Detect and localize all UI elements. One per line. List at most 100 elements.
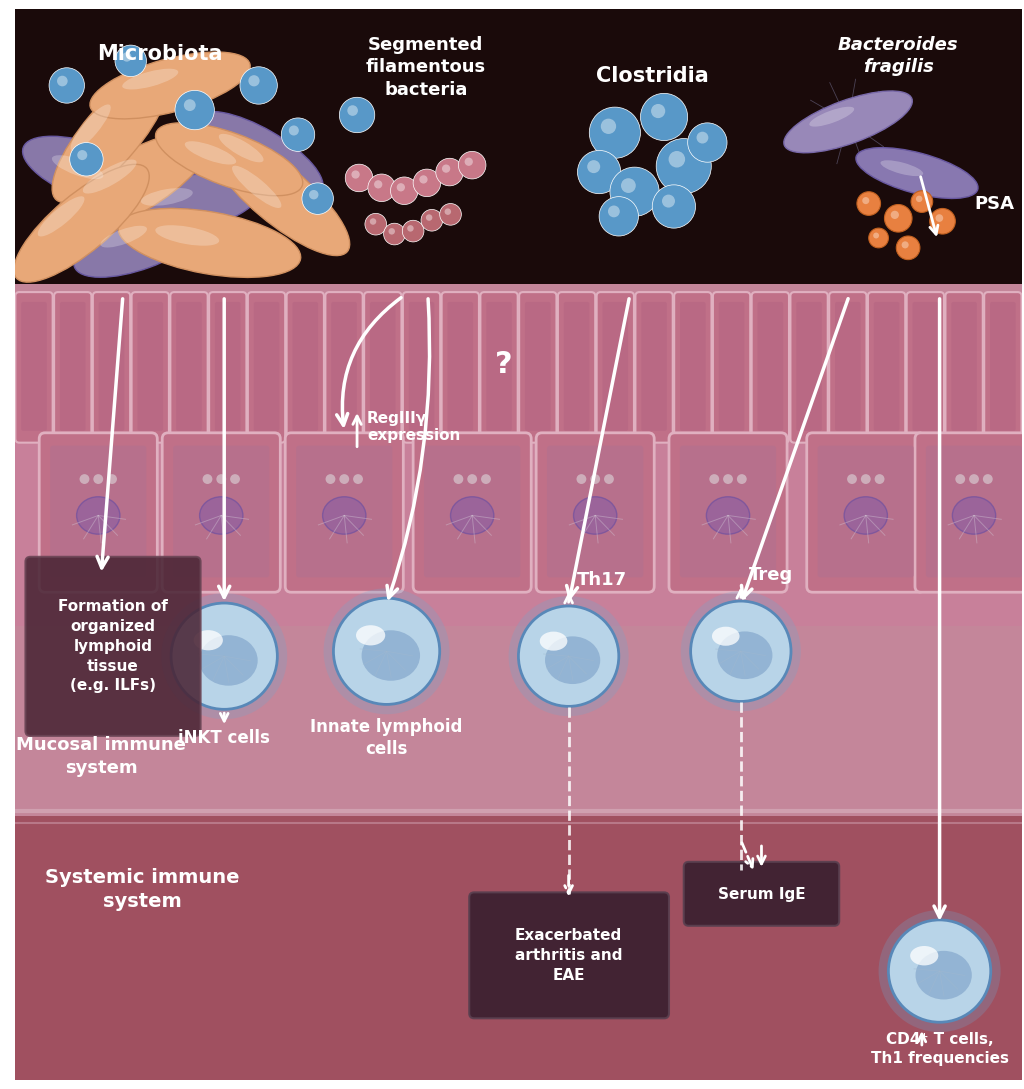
Circle shape xyxy=(901,242,908,248)
FancyBboxPatch shape xyxy=(547,445,643,577)
FancyBboxPatch shape xyxy=(669,432,787,592)
FancyBboxPatch shape xyxy=(286,432,403,592)
Circle shape xyxy=(621,179,636,193)
Ellipse shape xyxy=(195,111,323,197)
FancyBboxPatch shape xyxy=(752,292,790,442)
Ellipse shape xyxy=(111,173,259,234)
Ellipse shape xyxy=(323,497,366,535)
FancyBboxPatch shape xyxy=(215,302,241,431)
Circle shape xyxy=(171,603,278,709)
Circle shape xyxy=(690,601,791,701)
Circle shape xyxy=(723,474,733,484)
FancyBboxPatch shape xyxy=(170,292,208,442)
Circle shape xyxy=(339,97,375,133)
Circle shape xyxy=(577,474,587,484)
Ellipse shape xyxy=(540,632,567,650)
Circle shape xyxy=(334,598,439,705)
Ellipse shape xyxy=(13,164,150,282)
Ellipse shape xyxy=(545,636,600,684)
Ellipse shape xyxy=(200,635,258,686)
FancyBboxPatch shape xyxy=(248,292,286,442)
FancyBboxPatch shape xyxy=(26,556,201,736)
Circle shape xyxy=(161,594,287,719)
Ellipse shape xyxy=(451,497,494,535)
FancyBboxPatch shape xyxy=(817,445,914,577)
FancyBboxPatch shape xyxy=(684,861,840,926)
FancyBboxPatch shape xyxy=(54,292,91,442)
Text: Systemic immune
system: Systemic immune system xyxy=(45,868,240,910)
Ellipse shape xyxy=(219,134,263,162)
Circle shape xyxy=(467,474,477,484)
FancyBboxPatch shape xyxy=(912,302,938,431)
Circle shape xyxy=(436,158,463,186)
FancyBboxPatch shape xyxy=(424,445,520,577)
FancyBboxPatch shape xyxy=(441,292,479,442)
FancyBboxPatch shape xyxy=(915,432,1024,592)
FancyBboxPatch shape xyxy=(984,292,1022,442)
Bar xyxy=(14,9,1022,304)
Circle shape xyxy=(309,189,318,199)
Text: Th17: Th17 xyxy=(577,572,627,589)
Circle shape xyxy=(390,178,418,205)
Text: Serum IgE: Serum IgE xyxy=(718,886,805,902)
Circle shape xyxy=(370,218,376,224)
Circle shape xyxy=(230,474,240,484)
Circle shape xyxy=(421,209,442,231)
FancyBboxPatch shape xyxy=(50,445,146,577)
FancyBboxPatch shape xyxy=(365,292,401,442)
Ellipse shape xyxy=(141,188,193,206)
Ellipse shape xyxy=(184,142,237,164)
Circle shape xyxy=(896,236,920,259)
Text: iNKT cells: iNKT cells xyxy=(178,729,270,747)
Circle shape xyxy=(885,205,912,232)
Ellipse shape xyxy=(809,107,854,126)
Circle shape xyxy=(108,474,117,484)
Circle shape xyxy=(936,215,943,222)
FancyBboxPatch shape xyxy=(480,292,518,442)
FancyBboxPatch shape xyxy=(597,292,634,442)
Ellipse shape xyxy=(200,497,243,535)
Circle shape xyxy=(601,119,616,134)
Circle shape xyxy=(459,151,486,179)
Circle shape xyxy=(656,138,712,194)
Text: Treg: Treg xyxy=(749,566,793,585)
Ellipse shape xyxy=(38,196,85,236)
Circle shape xyxy=(891,211,899,219)
FancyBboxPatch shape xyxy=(162,432,281,592)
Circle shape xyxy=(413,169,440,197)
Circle shape xyxy=(184,99,196,111)
FancyBboxPatch shape xyxy=(15,292,52,442)
FancyBboxPatch shape xyxy=(173,445,269,577)
Circle shape xyxy=(481,474,490,484)
FancyBboxPatch shape xyxy=(868,292,905,442)
Circle shape xyxy=(465,158,473,166)
Text: Bacteroides
fragilis: Bacteroides fragilis xyxy=(838,36,958,76)
FancyBboxPatch shape xyxy=(945,292,983,442)
Ellipse shape xyxy=(356,625,385,646)
Ellipse shape xyxy=(53,133,208,235)
Ellipse shape xyxy=(573,497,616,535)
Text: Segmented
filamentous
bacteria: Segmented filamentous bacteria xyxy=(366,36,486,99)
FancyBboxPatch shape xyxy=(370,302,395,431)
Ellipse shape xyxy=(361,631,420,681)
Circle shape xyxy=(608,206,620,218)
Text: CD4⁺ T cells,
Th1 frequencies: CD4⁺ T cells, Th1 frequencies xyxy=(870,1032,1009,1066)
Circle shape xyxy=(122,52,131,62)
Circle shape xyxy=(983,474,992,484)
Bar xyxy=(14,433,1022,626)
Ellipse shape xyxy=(207,132,350,256)
Circle shape xyxy=(861,474,870,484)
Circle shape xyxy=(930,208,955,234)
Circle shape xyxy=(955,474,966,484)
Text: RegIIIγ
expression: RegIIIγ expression xyxy=(367,411,460,443)
Ellipse shape xyxy=(52,66,170,203)
FancyBboxPatch shape xyxy=(132,292,169,442)
FancyBboxPatch shape xyxy=(176,302,202,431)
Circle shape xyxy=(80,474,89,484)
Ellipse shape xyxy=(23,136,170,211)
FancyBboxPatch shape xyxy=(98,302,124,431)
Circle shape xyxy=(911,191,933,212)
FancyBboxPatch shape xyxy=(807,432,925,592)
Circle shape xyxy=(326,474,336,484)
Circle shape xyxy=(420,175,428,184)
